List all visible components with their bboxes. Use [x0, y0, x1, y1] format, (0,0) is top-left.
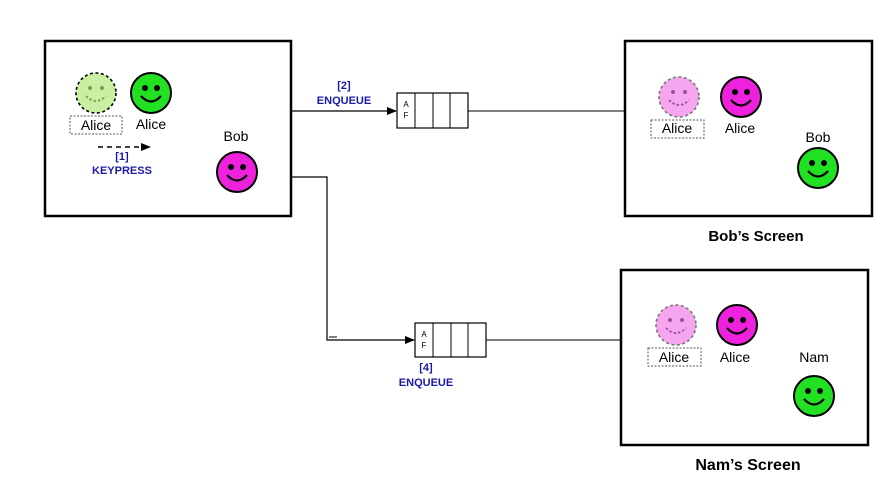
step1-number: [1]: [115, 151, 129, 163]
step2-text: ENQUEUE: [317, 95, 371, 107]
ghost-alice-label: Alice: [81, 117, 112, 133]
step4-text: ENQUEUE: [399, 377, 453, 389]
bottom-connection: A F [4] ENQUEUE: [291, 176, 620, 389]
nam-ghost-alice-label: Alice: [659, 349, 690, 365]
queue-top-cell-a: A: [403, 100, 409, 109]
nam-owner-label: Nam: [799, 349, 829, 365]
top-connection: [2] ENQUEUE A F: [291, 80, 624, 129]
bob-ghost-alice-label: Alice: [662, 120, 693, 136]
origin-screen: Alice Alice Bob [1] KEYPRESS: [43, 39, 293, 218]
bob-owner-label: Bob: [806, 129, 831, 145]
nam-screen: Alice Alice Nam: [619, 268, 870, 447]
bob-owner-face-icon: [796, 146, 840, 190]
alice-face-icon: [129, 71, 173, 115]
queue-bottom-cell-f: F: [422, 341, 427, 350]
step2-number: [2]: [337, 80, 351, 92]
nam-alice-label: Alice: [720, 349, 751, 365]
ghost-alice-label-box: [69, 115, 123, 135]
alice-label: Alice: [136, 116, 167, 132]
queue-bottom-cell-a: A: [421, 330, 427, 339]
bob-alice-face-icon: [719, 75, 763, 119]
bob-ghost-alice-label-box: [650, 119, 705, 139]
nam-owner-face-icon: [792, 374, 836, 418]
queue-top-cell-f: F: [404, 111, 409, 120]
bob-screen-caption: Bob’s Screen: [708, 228, 803, 245]
nam-ghost-alice-face-icon: [655, 304, 697, 346]
bob-label: Bob: [224, 128, 249, 144]
bob-face-icon: [215, 150, 259, 194]
queue-bottom: A F: [414, 322, 487, 358]
bob-screen: Alice Alice Bob: [623, 39, 874, 218]
nam-ghost-alice-label-box: [647, 347, 702, 367]
step1-text: KEYPRESS: [92, 165, 152, 177]
enqueue-arrow-bottom: [291, 176, 415, 344]
bob-ghost-alice-face-icon: [658, 76, 700, 118]
step4-number: [4]: [419, 362, 433, 374]
queue-top: A F: [396, 92, 469, 129]
ghost-alice-face-icon: [75, 72, 117, 114]
nam-alice-face-icon: [715, 303, 759, 347]
nam-screen-caption: Nam’s Screen: [695, 457, 800, 474]
bob-alice-label: Alice: [725, 120, 756, 136]
